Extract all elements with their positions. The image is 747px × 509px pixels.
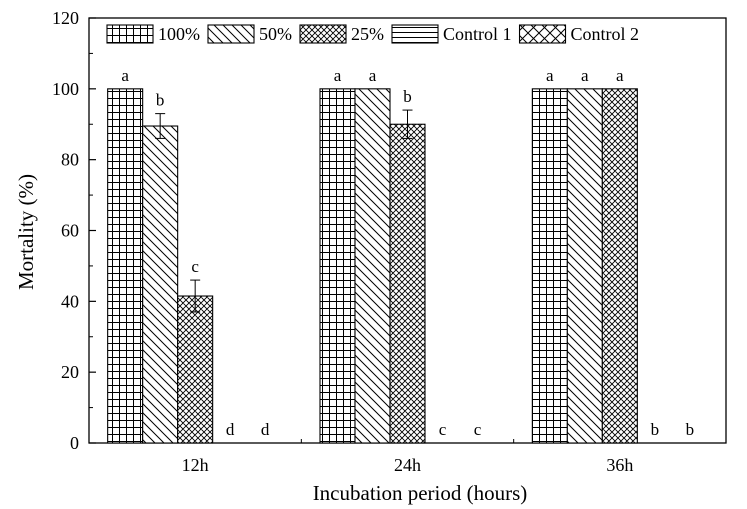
x-axis: 12h 24h 36h xyxy=(182,436,633,475)
significance-letter: b xyxy=(651,420,660,439)
significance-letter: c xyxy=(439,420,447,439)
legend-swatch xyxy=(207,24,255,44)
significance-letter: d xyxy=(226,420,235,439)
y-tick-label: 0 xyxy=(70,433,79,453)
significance-letter: a xyxy=(581,66,589,85)
y-tick-label: 120 xyxy=(52,8,79,28)
legend-swatch xyxy=(518,24,567,44)
x-tick-label: 36h xyxy=(606,455,633,475)
legend-label: 25% xyxy=(351,24,384,44)
y-axis-title: Mortality (%) xyxy=(14,174,38,290)
significance-letter: b xyxy=(156,91,165,110)
significance-letter: c xyxy=(191,257,199,276)
bar xyxy=(531,88,568,444)
bar xyxy=(319,88,356,444)
legend-swatch xyxy=(391,24,439,44)
y-tick-label: 100 xyxy=(52,79,79,99)
significance-letter: b xyxy=(403,87,412,106)
significance-letter: a xyxy=(121,66,129,85)
significance-letter: b xyxy=(686,420,695,439)
bar xyxy=(566,88,603,444)
y-tick-label: 20 xyxy=(61,362,79,382)
significance-letter: a xyxy=(546,66,554,85)
bar xyxy=(389,123,426,444)
y-tick-label: 80 xyxy=(61,150,79,170)
y-axis: 0 20 40 60 80 100 120 xyxy=(52,8,96,453)
significance-letter: d xyxy=(261,420,270,439)
legend-label: Control 2 xyxy=(571,24,640,44)
x-tick-label: 12h xyxy=(182,455,209,475)
legend-label: 100% xyxy=(158,24,200,44)
bar xyxy=(354,88,391,444)
x-axis-title: Incubation period (hours) xyxy=(313,481,528,505)
legend: 100% 50% 25% Control 1 Control 2 xyxy=(106,24,640,44)
legend-swatch xyxy=(106,24,154,44)
bar xyxy=(177,295,214,444)
legend-label: Control 1 xyxy=(443,24,512,44)
legend-label: 50% xyxy=(259,24,292,44)
y-tick-label: 60 xyxy=(61,221,79,241)
x-tick-label: 24h xyxy=(394,455,421,475)
significance-letter: a xyxy=(369,66,377,85)
bar xyxy=(142,125,179,444)
legend-swatch xyxy=(299,24,347,44)
y-tick-label: 40 xyxy=(61,291,79,311)
bar xyxy=(601,88,638,444)
bar xyxy=(107,88,144,444)
significance-letter: c xyxy=(474,420,482,439)
significance-letter: a xyxy=(334,66,342,85)
significance-letter: a xyxy=(616,66,624,85)
bars-group: a b c d d a a b c c a a a b b xyxy=(107,66,695,444)
